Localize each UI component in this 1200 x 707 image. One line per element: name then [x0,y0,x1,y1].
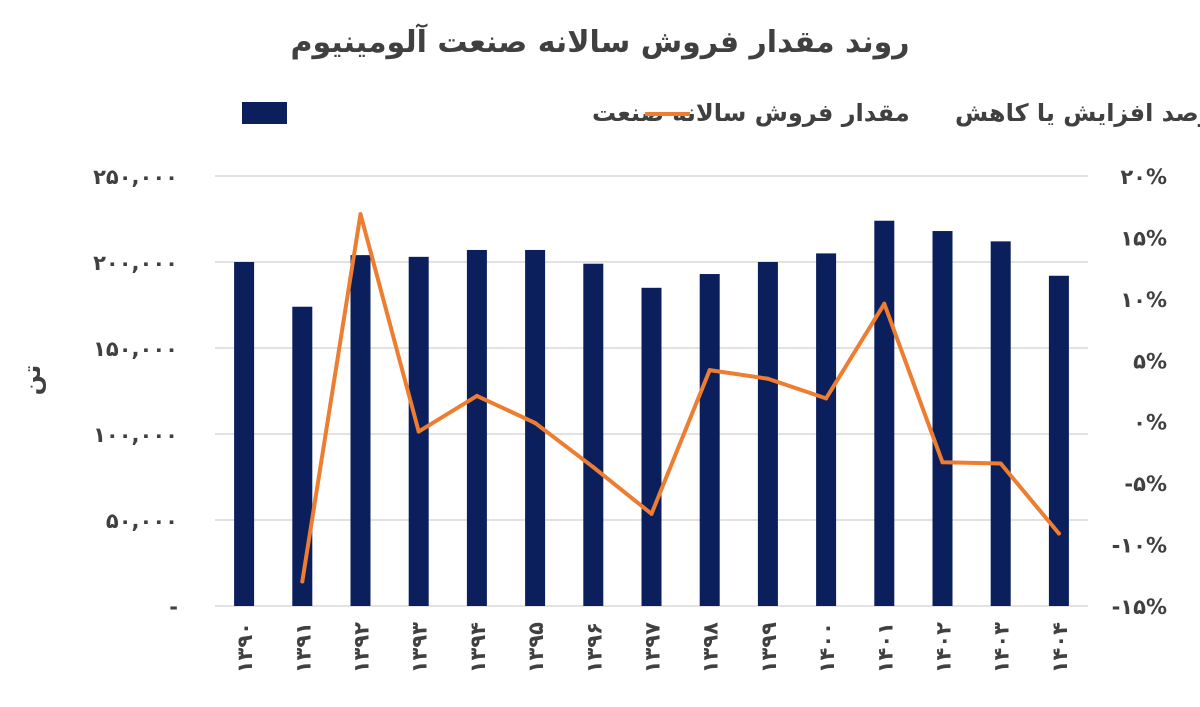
x-tick-label: ۱۴۰۱ [873,622,897,673]
bar [466,249,487,606]
bar [816,253,837,606]
x-tick-label: ۱۳۹۵ [524,622,548,673]
bar [525,249,546,606]
legend-swatch-bars [242,102,287,124]
x-tick-label: ۱۴۰۴ [1048,622,1072,673]
right-tick-label: ۱۰% [1120,288,1167,312]
left-tick-label: - [169,595,178,619]
right-tick-label: -۱۰% [1112,534,1167,558]
legend-label-bars: مقدار فروش سالانه صنعت [592,99,910,127]
x-tick-label: ۱۳۹۷ [641,622,665,673]
chart-title: روند مقدار فروش سالانه صنعت آلومینیوم [290,23,909,60]
line-point [765,376,770,381]
y-axis-title: تن [18,365,46,396]
right-tick-label: ۱۵% [1120,226,1167,250]
bar-series [234,220,1069,607]
left-axis-ticks: - ۵۰,۰۰۰ ۱۰۰,۰۰۰ ۱۵۰,۰۰۰ ۲۰۰,۰۰۰ ۲۵۰,۰۰۰ [93,165,178,619]
right-tick-label: ۲۰% [1120,165,1167,189]
right-axis-ticks: -۱۵% -۱۰% -۵% ۰% ۵% ۱۰% ۱۵% ۲۰% [1112,165,1167,619]
bar [234,262,255,606]
x-tick-label: ۱۴۰۳ [990,622,1014,673]
bar [932,231,953,607]
line-point [474,393,479,398]
bar [699,274,720,606]
line-point [649,511,654,516]
x-tick-label: ۱۴۰۰ [815,622,839,673]
line-point [824,396,829,401]
x-tick-label: ۱۳۹۱ [291,622,315,673]
bar [350,255,371,606]
line-point [1056,531,1061,536]
bar [757,262,778,606]
line-point [416,429,421,434]
x-tick-label: ۱۴۰۲ [932,622,956,673]
left-tick-label: ۱۰۰,۰۰۰ [93,423,178,447]
right-tick-label: ۵% [1133,349,1167,373]
bar [874,220,895,606]
right-tick-label: ۰% [1133,411,1167,435]
x-axis-ticks: ۱۳۹۰ ۱۳۹۱ ۱۳۹۲ ۱۳۹۳ ۱۳۹۴ ۱۳۹۵ ۱۳۹۶ ۱۳۹۷ ۱۳۹۸ ۱۳۹۹… [233,622,1072,673]
line-path [300,212,1061,584]
line-point [533,420,538,425]
legend: مقدار فروش سالانه صنعت درصد افزایش یا کا… [242,99,1200,127]
x-tick-label: ۱۳۹۸ [699,622,723,673]
x-tick-label: ۱۳۹۰ [233,622,257,673]
legend-label-line: درصد افزایش یا کاهش [955,99,1200,127]
bar [1048,275,1069,606]
bar [583,263,604,606]
x-tick-label: ۱۳۹۹ [757,622,781,673]
line-point [300,579,305,584]
left-tick-label: ۵۰,۰۰۰ [106,509,178,533]
x-tick-label: ۱۳۹۶ [582,622,606,673]
line-point [940,460,945,465]
bar [292,306,313,606]
bar [990,241,1011,607]
line-point [882,301,887,306]
line-point [707,368,712,373]
line-point [998,461,1003,466]
x-tick-label: ۱۳۹۴ [466,622,490,673]
left-tick-label: ۲۵۰,۰۰۰ [93,165,178,189]
left-tick-label: ۲۰۰,۰۰۰ [93,251,178,275]
right-tick-label: -۱۵% [1112,595,1167,619]
x-tick-label: ۱۳۹۲ [350,622,374,673]
line-series [300,212,1061,584]
line-point [358,212,363,217]
line-point [591,465,596,470]
right-tick-label: -۵% [1124,472,1167,496]
bar [641,287,662,606]
left-tick-label: ۱۵۰,۰۰۰ [93,337,178,361]
x-tick-label: ۱۳۹۳ [408,622,432,673]
